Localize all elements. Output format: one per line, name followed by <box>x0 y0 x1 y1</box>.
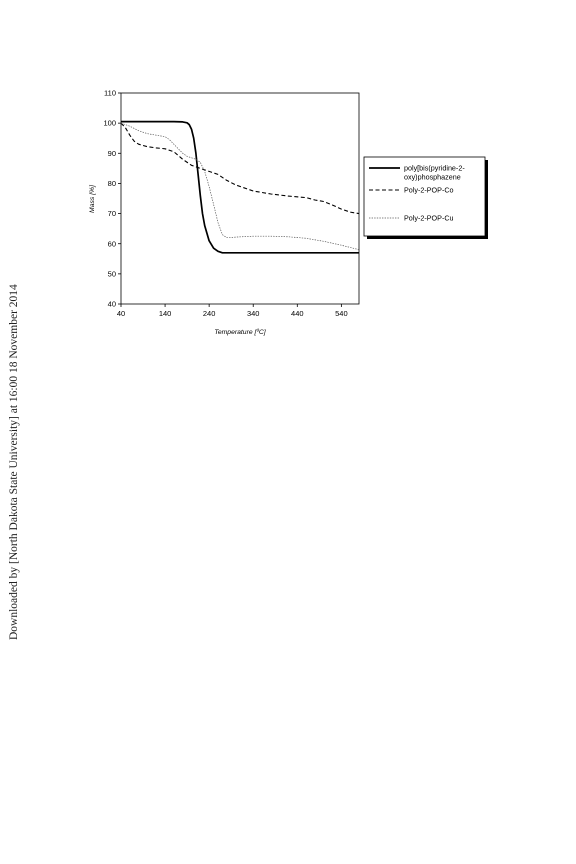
y-tick-label: 90 <box>108 149 116 158</box>
legend: poly[bis(pyridine-2-oxy)phosphazene Poly-… <box>363 156 488 239</box>
y-tick-label: 110 <box>104 89 116 98</box>
y-tick-label: 60 <box>108 239 116 248</box>
legend-label-2: Poly-2-POP-Co <box>404 186 454 195</box>
plot-area-border <box>120 92 360 305</box>
legend-label-1: oxy)phosphazene <box>404 173 461 182</box>
y-tick-label: 70 <box>108 209 116 218</box>
y-axis-title: Mass [%] <box>89 184 96 213</box>
y-tick-label: 40 <box>108 300 116 309</box>
legend-box <box>363 156 486 237</box>
y-tick-label: 50 <box>108 269 116 278</box>
x-tick-label: 440 <box>291 309 304 318</box>
y-tick-label: 80 <box>108 179 116 188</box>
plot-frame-layer <box>120 92 360 305</box>
series-line-3 <box>120 122 360 251</box>
y-tick-label: 100 <box>103 119 116 128</box>
x-tick-label: 40 <box>117 309 125 318</box>
ticks-layer: 40 140 240 340 440 540 40 50 60 70 80 90 100 110 <box>103 89 347 318</box>
series-line-1 <box>121 120 359 254</box>
x-tick-label: 240 <box>203 309 216 318</box>
series-line-2 <box>120 122 360 215</box>
legend-label-3: Poly-2-POP-Cu <box>404 214 454 223</box>
legend-label-1: poly[bis(pyridine-2- <box>404 164 465 173</box>
x-tick-label: 340 <box>247 309 260 318</box>
series-layer <box>120 120 360 254</box>
x-axis-title: Temperature [ºC] <box>214 329 266 336</box>
x-tick-label: 140 <box>159 309 172 318</box>
x-tick-label: 540 <box>335 309 348 318</box>
